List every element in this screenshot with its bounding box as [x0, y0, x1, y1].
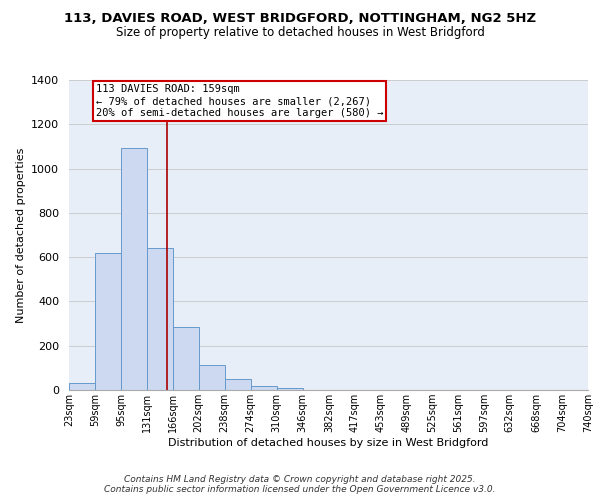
- Bar: [173, 327, 199, 390]
- Text: Size of property relative to detached houses in West Bridgford: Size of property relative to detached ho…: [116, 26, 484, 39]
- Text: 113 DAVIES ROAD: 159sqm
← 79% of detached houses are smaller (2,267)
20% of semi: 113 DAVIES ROAD: 159sqm ← 79% of detache…: [96, 84, 383, 117]
- Bar: [199, 364, 224, 390]
- Text: 113, DAVIES ROAD, WEST BRIDGFORD, NOTTINGHAM, NG2 5HZ: 113, DAVIES ROAD, WEST BRIDGFORD, NOTTIN…: [64, 12, 536, 24]
- Bar: [95, 252, 121, 390]
- Bar: [69, 384, 95, 390]
- Bar: [121, 148, 147, 390]
- Bar: [251, 386, 277, 390]
- Text: Contains HM Land Registry data © Crown copyright and database right 2025.
Contai: Contains HM Land Registry data © Crown c…: [104, 474, 496, 494]
- Bar: [224, 379, 251, 390]
- X-axis label: Distribution of detached houses by size in West Bridgford: Distribution of detached houses by size …: [169, 438, 488, 448]
- Bar: [277, 388, 303, 390]
- Bar: [147, 248, 173, 390]
- Y-axis label: Number of detached properties: Number of detached properties: [16, 148, 26, 322]
